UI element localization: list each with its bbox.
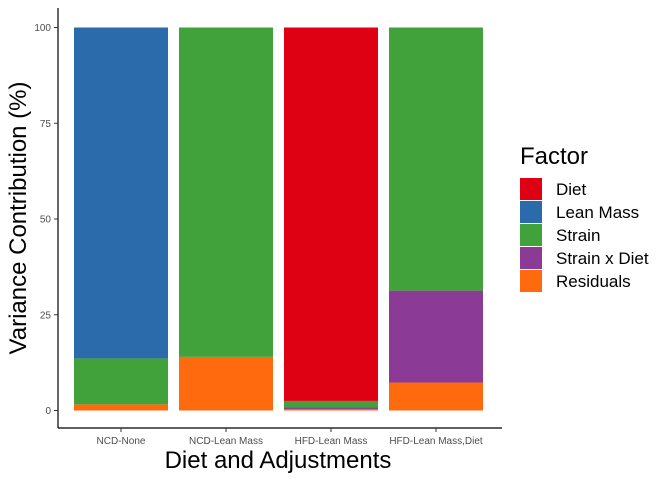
y-tick-label: 75 <box>40 119 52 130</box>
bar-segment-residuals <box>74 404 168 411</box>
legend-swatch-strain <box>520 224 542 246</box>
bar-segment-residuals <box>389 382 483 411</box>
bar-segment-strain-x-diet <box>389 290 483 383</box>
legend-swatch-residuals <box>520 270 542 292</box>
y-tick-label: 100 <box>34 23 51 34</box>
y-tick-label: 25 <box>40 310 52 321</box>
bar-segment-strain <box>284 400 378 408</box>
legend-label-lean-mass: Lean Mass <box>556 203 639 222</box>
bar-segment-residuals <box>284 408 378 411</box>
bar-segment-residuals <box>179 356 273 411</box>
y-tick-label: 0 <box>45 406 51 417</box>
legend-label-residuals: Residuals <box>556 272 631 291</box>
legend-swatch-lean-mass <box>520 201 542 223</box>
bar-segment-strain-x-diet <box>284 407 378 409</box>
axes-group <box>57 8 502 429</box>
y-ticks-group: 0 25 50 75 100 <box>34 23 58 417</box>
x-tick-label: NCD-None <box>97 436 146 447</box>
x-ticks-group: NCD-None NCD-Lean Mass HFD-Lean Mass HFD-Le… <box>97 428 483 447</box>
legend-title: Factor <box>520 143 588 170</box>
bars-group <box>74 27 483 411</box>
x-tick-label: HFD-Lean Mass <box>295 436 368 447</box>
legend-swatch-diet <box>520 178 542 200</box>
bar-segment-strain <box>179 27 273 357</box>
x-axis-title: Diet and Adjustments <box>165 447 392 474</box>
bar-segment-strain <box>74 358 168 405</box>
bar-segment-diet <box>284 27 378 401</box>
legend-label-strain-x-diet: Strain x Diet <box>556 249 649 268</box>
y-axis-title: Variance Contribution (%) <box>5 81 32 354</box>
legend-label-strain: Strain <box>556 226 600 245</box>
legend: Factor Diet Lean Mass Strain Strain x Diet R… <box>520 143 649 292</box>
legend-swatch-strain-x-diet <box>520 247 542 269</box>
x-tick-label: HFD-Lean Mass,Diet <box>389 436 483 447</box>
bar-segment-lean-mass <box>74 27 168 359</box>
x-tick-label: NCD-Lean Mass <box>189 436 263 447</box>
legend-label-diet: Diet <box>556 180 587 199</box>
y-tick-label: 50 <box>40 215 52 226</box>
bar-segment-strain <box>389 27 483 291</box>
